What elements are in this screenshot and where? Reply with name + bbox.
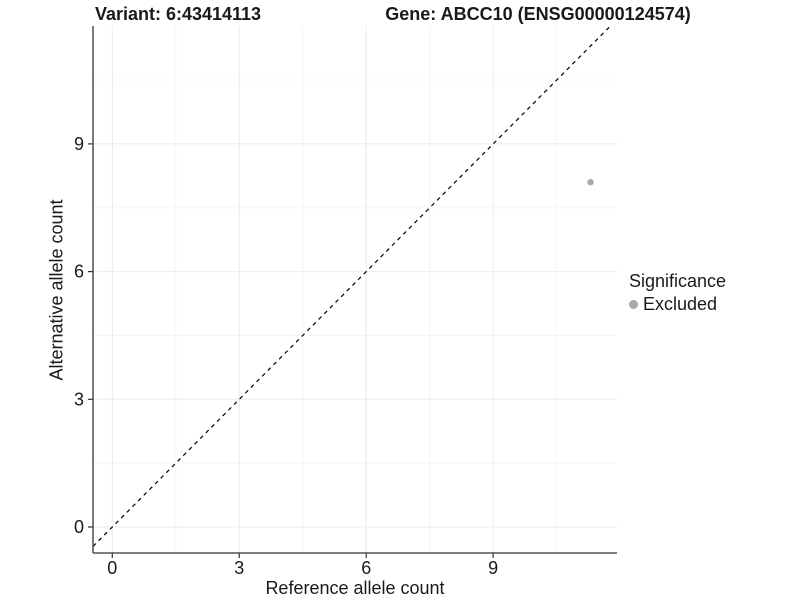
legend-point-icon [629, 300, 638, 309]
legend-item-excluded: Excluded [629, 294, 726, 315]
legend-item-label: Excluded [643, 294, 718, 314]
y-tick-label: 3 [74, 389, 84, 409]
y-tick-label: 0 [74, 517, 84, 537]
y-axis-title: Alternative allele count [46, 199, 67, 381]
x-axis-title: Reference allele count [265, 578, 445, 598]
legend-title: Significance [629, 271, 727, 291]
x-tick-label: 0 [107, 558, 117, 578]
x-tick-label: 9 [488, 558, 498, 578]
y-tick-label: 6 [74, 262, 84, 282]
x-tick-label: 3 [234, 558, 244, 578]
y-tick-label: 9 [74, 134, 84, 154]
x-tick-label: 6 [361, 558, 371, 578]
legend: Significance Excluded [629, 271, 726, 315]
plot-title-variant: Variant: 6:43414113 [94, 4, 262, 24]
identity-dashed-line [92, 25, 611, 547]
plot-title-gene: Gene: ABCC10 (ENSG00000124574) [385, 4, 691, 24]
data-point [587, 179, 594, 186]
